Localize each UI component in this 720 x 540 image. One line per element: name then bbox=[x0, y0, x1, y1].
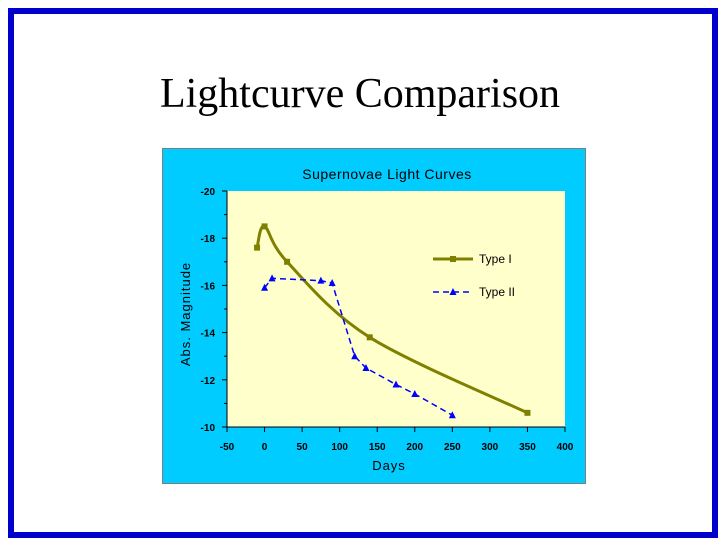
series-type-ii bbox=[261, 274, 456, 419]
data-point bbox=[261, 283, 269, 291]
data-point bbox=[328, 279, 336, 287]
x-tick-label: 200 bbox=[406, 442, 423, 453]
y-tick-label: -20 bbox=[201, 187, 216, 198]
data-point bbox=[261, 223, 268, 230]
x-tick-label: 150 bbox=[369, 442, 386, 453]
chart-title: Supernovae Light Curves bbox=[302, 166, 472, 182]
axes: -20 -18 -16 -14 -12 -10 -50 0 50 100 150 200 250 300 3… bbox=[201, 187, 574, 453]
data-point bbox=[524, 409, 531, 416]
x-tick-label: 100 bbox=[331, 442, 348, 453]
data-point bbox=[268, 274, 276, 282]
y-tick-label: -12 bbox=[201, 376, 216, 387]
x-tick-label: 350 bbox=[519, 442, 536, 453]
series-type-i bbox=[254, 223, 531, 416]
x-tick-label: 400 bbox=[557, 442, 574, 453]
data-point bbox=[317, 276, 325, 284]
data-point bbox=[254, 244, 261, 251]
data-point bbox=[362, 364, 370, 371]
data-point bbox=[411, 389, 419, 397]
slide-title: Lightcurve Comparison bbox=[159, 71, 561, 117]
legend-marker bbox=[449, 288, 457, 295]
data-point bbox=[392, 380, 400, 388]
chart-area: Supernovae Light Curves -20 -18 -16 -14 -12-… bbox=[162, 148, 586, 484]
y-axis-label: Abs. Magnitude bbox=[178, 262, 193, 366]
legend-label: Type I bbox=[479, 252, 512, 266]
data-point bbox=[448, 411, 456, 419]
y-tick-label: -10 bbox=[201, 423, 216, 434]
x-tick-label: 50 bbox=[297, 442, 309, 453]
chart-svg: Supernovae Light Curves -20-18-16-14-12-… bbox=[178, 166, 574, 473]
y-tick-label: -16 bbox=[201, 281, 216, 292]
legend: Type I Type II bbox=[433, 252, 515, 299]
legend-label: Type II bbox=[479, 285, 515, 299]
y-tick-label: -18 bbox=[201, 234, 216, 245]
data-point bbox=[284, 258, 291, 265]
legend-item: Type I bbox=[433, 252, 512, 266]
series-line bbox=[263, 277, 453, 416]
data-point bbox=[366, 334, 373, 341]
x-tick-label: 300 bbox=[482, 442, 499, 453]
x-axis-label: Days bbox=[372, 458, 406, 473]
series-layer bbox=[254, 223, 531, 419]
data-point bbox=[351, 352, 359, 360]
x-tick-label: 250 bbox=[444, 442, 461, 453]
x-tick-label: 0 bbox=[262, 442, 268, 453]
x-tick-label: -50 bbox=[220, 442, 235, 453]
legend-item: Type II bbox=[433, 285, 515, 299]
plot-area bbox=[227, 191, 565, 427]
legend-marker bbox=[450, 256, 456, 262]
y-tick-label: -14 bbox=[201, 329, 216, 340]
